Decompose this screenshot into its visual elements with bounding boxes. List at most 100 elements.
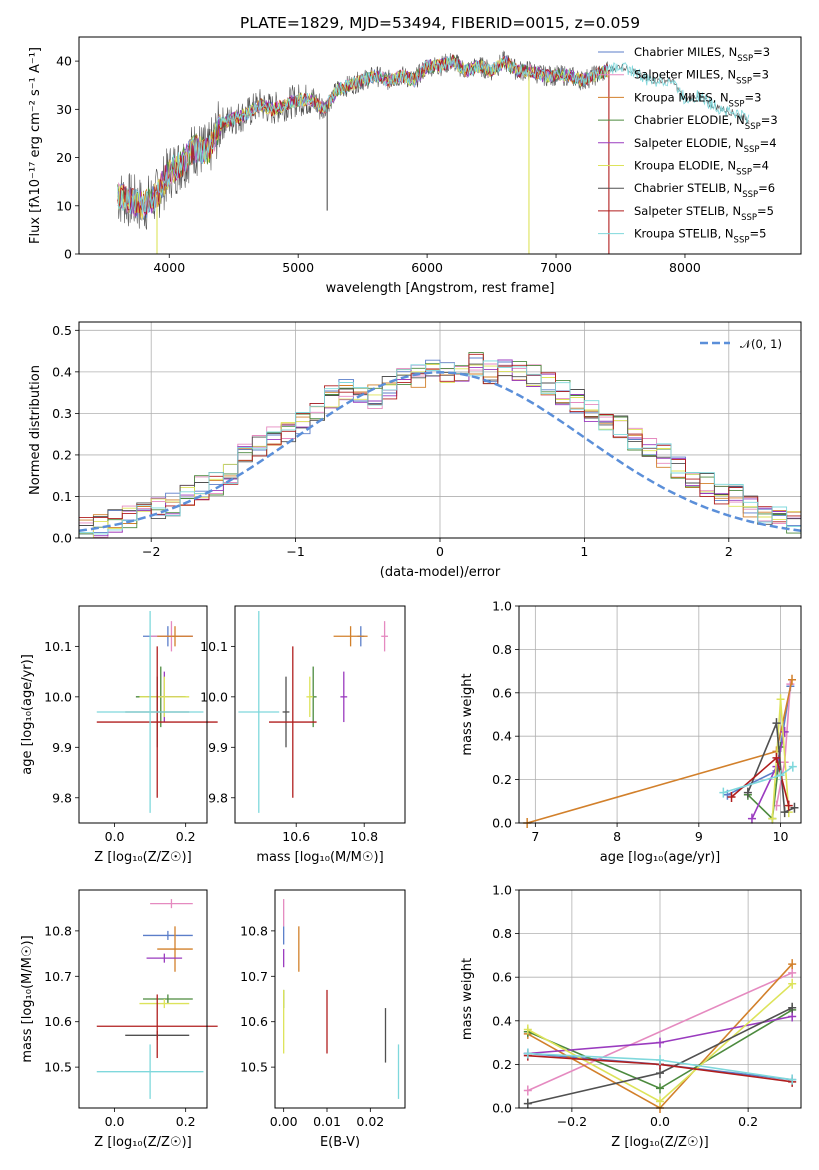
weight-marker [776, 694, 785, 705]
weight-marker [772, 718, 781, 729]
weight-marker [523, 1024, 532, 1035]
legend-label: Kroupa STELIB, NSSP=5 [634, 227, 766, 246]
legend-label: Salpeter STELIB, NSSP=5 [634, 204, 774, 223]
y-tick-label: 10.1 [200, 639, 228, 654]
weight-marker [788, 978, 797, 989]
y-tick-label: 10.8 [240, 923, 268, 938]
x-tick-label: 7000 [540, 260, 572, 275]
y-tick-label: 9.8 [52, 790, 72, 805]
axes-frame [234, 605, 406, 824]
weight-line [527, 972, 793, 1092]
x-tick-label: 1 [580, 544, 588, 559]
y-tick-label: 0.8 [492, 926, 512, 941]
axes-frame [274, 889, 406, 1109]
x-tick-label: 0.01 [313, 1114, 341, 1129]
y-tick-label: 10.0 [44, 689, 72, 704]
y-tick-label: 0.6 [492, 970, 512, 985]
x-tick-label: 0.2 [176, 829, 196, 844]
weight-marker [776, 770, 785, 781]
y-tick-label: 0.2 [492, 772, 512, 787]
weight-marker [780, 726, 789, 737]
axes-frame [518, 889, 802, 1109]
weight-marker [788, 761, 797, 772]
y-tick-label: 10 [56, 198, 72, 213]
x-tick-label: 0.0 [650, 1114, 670, 1129]
x-tick-label: 9 [695, 829, 703, 844]
y-tick-label: 9.8 [208, 790, 228, 805]
weight-marker [656, 1068, 664, 1079]
panel-spectrum: 4000 5000 6000 7000 8000 0 10 20 30 40 wavelength … [28, 36, 802, 296]
weight-marker [523, 1048, 532, 1059]
y-axis-label: Flux [fλ10⁻¹⁷ erg cm⁻² s⁻¹ A⁻¹] [28, 47, 43, 244]
plots-layer: 4000 5000 6000 7000 8000010203040wavelength … [20, 36, 802, 1150]
legend-label: Chabrier STELIB, NSSP=6 [634, 181, 775, 200]
y-tick-label: 10.1 [44, 639, 72, 654]
chart-title: PLATE=1829, MJD=53494, FIBERID=0015, z=0… [240, 14, 640, 32]
weight-marker [656, 1037, 664, 1048]
histogram-series [78, 360, 802, 538]
weight-marker [719, 787, 728, 798]
weight-marker [656, 1096, 664, 1107]
y-tick-label: 0 [64, 247, 72, 262]
y-tick-label: 10.0 [200, 689, 228, 704]
legend-label: Salpeter ELODIE, NSSP=4 [634, 136, 777, 155]
x-tick-label: 8 [613, 829, 621, 844]
x-tick-label: −1 [286, 544, 304, 559]
y-axis-label: age [log₁₀(age/yr)] [20, 654, 35, 775]
panel-age_vs_Z: 0.0 0.2 9.8 9.9 10.0 10.1 Z [log₁₀(Z/Z☉)] age [… [20, 605, 218, 865]
y-tick-label: 9.9 [52, 740, 72, 755]
weight-line [747, 722, 795, 814]
axes-frame [78, 605, 208, 824]
spectrum-line [117, 55, 750, 215]
x-tick-label: 6000 [411, 260, 443, 275]
y-tick-label: 10.6 [44, 1014, 72, 1029]
weight-line [526, 679, 793, 824]
weight-marker [780, 807, 789, 818]
y-tick-label: 0.4 [52, 364, 72, 379]
y-tick-label: 0.2 [492, 1057, 512, 1072]
x-axis-label: Z [log₁₀(Z/Z☉)] [94, 1135, 191, 1150]
x-axis-label: mass [log₁₀(M/M☉)] [256, 850, 383, 865]
weight-marker [523, 1098, 532, 1109]
y-tick-label: 10.7 [240, 969, 268, 984]
spectrum-line [117, 57, 608, 220]
y-tick-label: 0.0 [52, 531, 72, 546]
weight-marker [656, 1083, 664, 1094]
panel-mass_vs_ebv: 0.00 0.01 0.02 10.5 10.6 10.7 10.8 E(B-V) [240, 889, 406, 1150]
axes-frame [78, 36, 802, 255]
weight-marker [747, 813, 756, 824]
panel-weight_vs_age: 7 8 9 10 0.0 0.2 0.4 0.6 0.8 1.0 age [log₁₀(age/yr… [460, 599, 802, 865]
y-tick-label: 0.0 [492, 816, 512, 831]
x-axis-label: Z [log₁₀(Z/Z☉)] [94, 850, 191, 865]
y-tick-label: 1.0 [492, 883, 512, 898]
y-tick-label: 0.1 [52, 489, 72, 504]
weight-marker [788, 1011, 797, 1022]
weight-marker [788, 674, 797, 685]
x-tick-label: 4000 [153, 260, 185, 275]
normal-curve [78, 371, 802, 532]
legend-label: Kroupa MILES, NSSP=3 [634, 90, 761, 109]
weight-marker [743, 787, 752, 798]
y-tick-label: 10.8 [44, 923, 72, 938]
y-tick-label: 40 [56, 54, 72, 69]
y-axis-label: Normed distribution [28, 365, 43, 495]
panel-mass_vs_Z: 0.0 0.2 10.5 10.6 10.7 10.8 Z [log₁₀(Z/Z☉)] mas… [20, 889, 218, 1150]
panel-residuals: −2 −1 0 1 2 0.0 0.1 0.2 0.3 0.4 0.5 (data-model)/er… [28, 321, 802, 580]
y-tick-label: 0.6 [492, 685, 512, 700]
x-tick-label: 0.0 [105, 829, 125, 844]
axes-frame [518, 605, 802, 824]
legend-label: Chabrier ELODIE, NSSP=3 [634, 113, 778, 132]
weight-marker [656, 1055, 664, 1066]
y-tick-label: 10.5 [240, 1060, 268, 1075]
x-tick-label: 5000 [282, 260, 314, 275]
y-axis-label: mass weight [460, 673, 475, 755]
x-tick-label: −2 [142, 544, 160, 559]
x-tick-label: 8000 [669, 260, 701, 275]
y-tick-label: 0.5 [52, 323, 72, 338]
histogram-series [78, 353, 802, 538]
x-axis-label: wavelength [Angstrom, rest frame] [326, 281, 555, 296]
legend-label: Salpeter MILES, NSSP=3 [634, 68, 769, 87]
y-tick-label: 0.0 [492, 1101, 512, 1116]
x-axis-label: (data-model)/error [380, 565, 501, 580]
weight-marker [788, 1002, 797, 1013]
